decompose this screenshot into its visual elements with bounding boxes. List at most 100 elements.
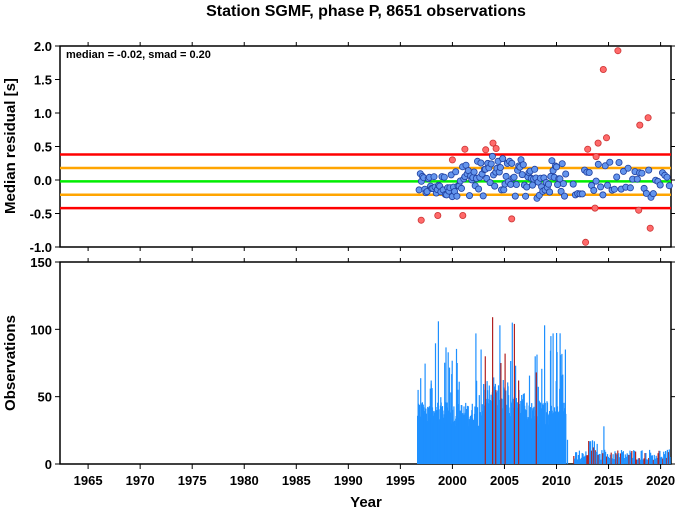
observation-bar (576, 459, 579, 464)
observation-bar (445, 347, 447, 464)
observation-bar (629, 450, 631, 464)
residual-point (554, 181, 562, 189)
observation-bar (493, 377, 495, 464)
outlier-point (644, 114, 652, 122)
residual-point (465, 192, 473, 200)
observation-bar (666, 451, 668, 464)
x-tick-label: 2000 (438, 473, 467, 488)
x-tick-label: 1975 (178, 473, 207, 488)
residual-point (606, 158, 614, 166)
outlier-point (599, 66, 607, 74)
observation-bar (637, 458, 639, 464)
outlier-point (636, 121, 644, 129)
x-tick-label: 2020 (646, 473, 675, 488)
x-tick-label: 2010 (542, 473, 571, 488)
observation-bar (650, 452, 652, 464)
observation-bar (562, 374, 564, 464)
observation-bar (664, 454, 666, 464)
y-tick-label: 1.0 (34, 106, 52, 121)
residual-y-axis-label: Median residual [s] (2, 78, 19, 214)
outlier-point (594, 139, 602, 147)
x-tick-label: 1980 (230, 473, 259, 488)
residual-point (645, 166, 653, 174)
observation-bar (655, 455, 657, 464)
observation-bar (650, 455, 653, 464)
residual-point (499, 155, 507, 163)
residual-point (590, 186, 598, 194)
residual-point (519, 161, 527, 169)
observation-bar (499, 325, 501, 464)
observation-bar (640, 451, 642, 464)
observation-bar (456, 363, 458, 464)
observation-bar (589, 441, 591, 464)
residual-point (475, 185, 483, 193)
observation-bar (669, 457, 671, 464)
observation-bars (417, 317, 671, 464)
residual-point (604, 181, 612, 189)
observation-bar (668, 449, 670, 464)
x-tick-label: 2015 (594, 473, 623, 488)
residual-point (559, 180, 567, 188)
observation-bar (634, 451, 636, 464)
residual-point (545, 180, 553, 188)
residual-point (531, 165, 539, 173)
observation-bar (584, 455, 586, 464)
observation-bar (604, 449, 606, 464)
observations-plot-frame (59, 261, 672, 465)
outlier-point (584, 145, 592, 153)
observation-bar (574, 458, 576, 464)
residual-point (487, 160, 495, 168)
observation-bar-red (631, 451, 633, 464)
observation-bar (660, 457, 662, 464)
observation-bar-red (617, 450, 619, 464)
observation-bar-red (602, 453, 604, 464)
observation-bar-red (591, 450, 593, 464)
observation-bar (599, 453, 601, 464)
observation-bar (455, 348, 458, 464)
observation-bar (654, 458, 656, 464)
observations-panel: 150 100 50 0 1965 1970 1975 1980 1985 1990 1995 20… (2, 42, 675, 511)
residual-point (486, 179, 494, 187)
observation-bar (601, 450, 603, 464)
observation-bar (618, 453, 620, 464)
observation-bar (623, 458, 625, 464)
residual-point (512, 180, 520, 188)
residual-point (548, 157, 556, 165)
observation-bar (626, 453, 628, 464)
residual-point (578, 190, 586, 198)
observation-bar-red (658, 450, 660, 464)
observation-bar (580, 457, 582, 464)
residual-point (633, 175, 641, 183)
observation-bar (661, 456, 663, 464)
y-tick-label: 0 (45, 457, 52, 472)
observation-bar (603, 426, 605, 464)
observation-bar (534, 356, 536, 464)
observation-bar (596, 443, 598, 464)
observation-bar (579, 459, 581, 464)
y-tick-label: 100 (30, 322, 52, 337)
observation-bar (447, 352, 449, 464)
y-tick-label: 50 (38, 390, 52, 405)
x-tick-label: 1985 (282, 473, 311, 488)
observation-bar-red (500, 363, 502, 464)
observation-bar (590, 441, 592, 464)
x-tick-label: 1965 (74, 473, 103, 488)
observation-bar-red (504, 353, 506, 464)
residual-point (615, 158, 623, 166)
observation-bar (620, 450, 623, 464)
y-tick-label: 150 (30, 255, 52, 270)
residual-point (592, 177, 600, 185)
observation-bar (632, 457, 634, 464)
observation-bar-red (667, 452, 669, 464)
residual-point (599, 191, 607, 199)
observation-bar-red (628, 455, 630, 464)
outlier-point (459, 211, 467, 219)
observation-bar-red (635, 459, 638, 464)
observation-bar-red (597, 455, 599, 464)
observation-bar (595, 451, 597, 464)
residual-point (656, 181, 664, 189)
residual-point (488, 152, 496, 160)
residual-point (626, 184, 634, 192)
residual-point (642, 189, 650, 197)
observation-bar (613, 459, 615, 464)
